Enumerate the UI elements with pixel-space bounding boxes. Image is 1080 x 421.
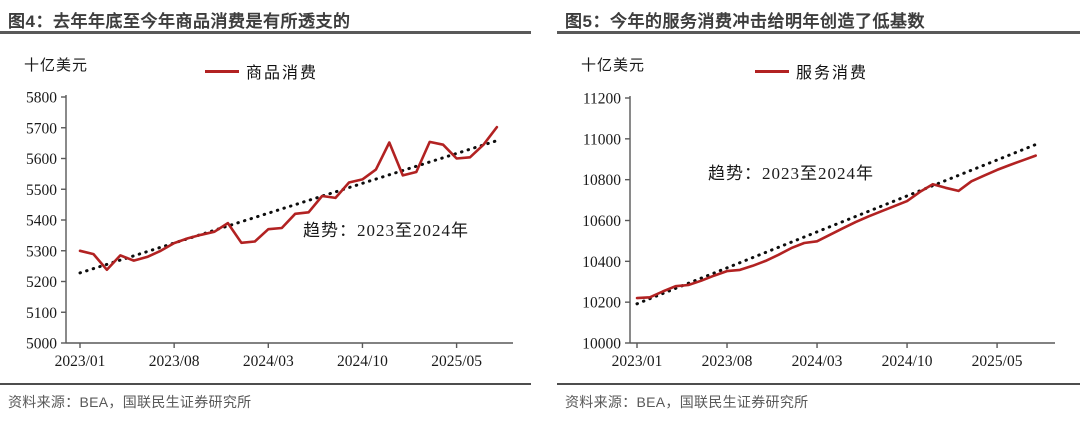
y-tick-label: 10000 (582, 336, 621, 353)
x-tick-label: 2023/08 (149, 353, 200, 370)
figure-title: 图5：今年的服务消费冲击给明年创造了低基数 (557, 0, 1080, 34)
x-tick-label: 2023/08 (702, 353, 753, 370)
figure-panel-goods: 图4：去年年底至今年商品消费是有所透支的 十亿美元 商品消费 5000 5100 5… (0, 0, 531, 421)
x-tick-label: 2025/05 (972, 353, 1023, 370)
x-tick-label: 2024/10 (337, 353, 388, 370)
x-tick-label: 2025/05 (431, 353, 482, 370)
data-line (635, 154, 1038, 300)
legend-label: 服务消费 (796, 65, 869, 82)
figure-panel-services: 图5：今年的服务消费冲击给明年创造了低基数 十亿美元 服务消费 10000 102… (557, 0, 1080, 421)
y-tick-label: 5800 (26, 90, 57, 107)
y-tick-label: 5500 (26, 182, 57, 199)
legend: 商品消费 (205, 62, 319, 82)
y-tick-label: 5000 (26, 336, 57, 353)
x-tick-label: 2024/10 (882, 353, 933, 370)
data-line (78, 125, 499, 272)
y-tick-label: 5600 (26, 151, 57, 168)
y-tick-label: 10400 (582, 254, 621, 271)
source-note: 资料来源：BEA，国联民生证券研究所 (557, 383, 1080, 412)
legend: 服务消费 (755, 62, 869, 82)
services-consumption-line-chart: 10000 10200 10400 10600 10800 11000 11200 2023/… (582, 91, 1055, 370)
x-tick-label: 2024/03 (792, 353, 843, 370)
y-axis-unit-label: 十亿美元 (24, 58, 89, 74)
legend-line-swatch (205, 69, 239, 73)
figure-title: 图4：去年年底至今年商品消费是有所透支的 (0, 0, 531, 34)
goods-consumption-line-chart: 5000 5100 5200 5300 5400 5500 5600 5700 5800 2023… (26, 90, 513, 370)
y-tick-label: 5100 (26, 305, 57, 322)
trend-annotation: 趋势：2023至2024年 (303, 221, 469, 240)
x-tick-label: 2023/01 (55, 353, 106, 370)
x-tick-label: 2023/01 (612, 353, 663, 370)
y-tick-label: 11200 (583, 91, 621, 108)
y-tick-label: 10600 (582, 213, 621, 230)
y-tick-label: 5200 (26, 274, 57, 291)
y-tick-label: 11000 (583, 131, 621, 148)
y-tick-label: 10800 (582, 172, 621, 189)
source-note: 资料来源：BEA，国联民生证券研究所 (0, 383, 531, 412)
legend-label: 商品消费 (246, 65, 319, 82)
legend-line-swatch (755, 69, 789, 73)
y-tick-label: 5400 (26, 213, 57, 230)
trend-dotted-line (78, 139, 499, 275)
trend-annotation: 趋势：2023至2024年 (708, 164, 874, 183)
y-axis-unit-label: 十亿美元 (581, 58, 646, 74)
y-tick-label: 10200 (582, 295, 621, 312)
x-tick-label: 2024/03 (243, 353, 294, 370)
y-tick-label: 5300 (26, 243, 57, 260)
y-tick-label: 5700 (26, 120, 57, 137)
trend-dotted-line (635, 143, 1038, 306)
